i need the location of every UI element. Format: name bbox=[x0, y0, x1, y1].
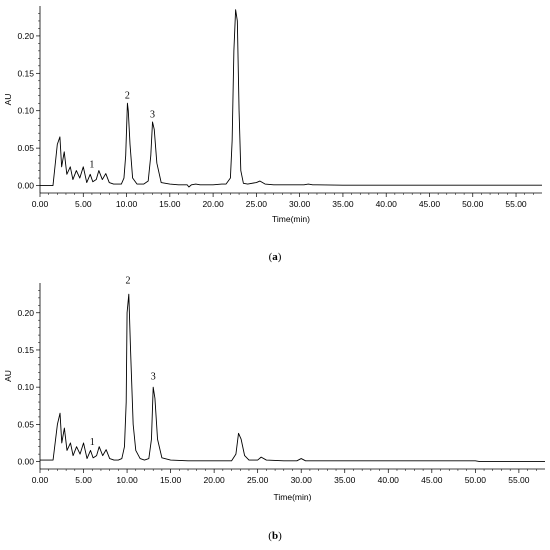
y-tick-label: 0.20 bbox=[17, 308, 34, 318]
panel-label-open: ( bbox=[268, 530, 272, 542]
y-tick-label: 0.10 bbox=[17, 382, 34, 392]
peak-label: 1 bbox=[89, 160, 94, 171]
panel-label: (b) bbox=[268, 530, 282, 542]
y-tick-label: 0.05 bbox=[17, 419, 34, 429]
panel-label-letter: b bbox=[272, 530, 278, 542]
x-tick-label: 30.00 bbox=[289, 199, 311, 209]
y-tick-label: 0.10 bbox=[17, 106, 34, 116]
y-axis-title: AU bbox=[3, 370, 13, 382]
x-tick-label: 40.00 bbox=[376, 199, 398, 209]
y-axis-title: AU bbox=[3, 94, 13, 106]
peak-label: 3 bbox=[151, 372, 156, 383]
x-tick-label: 40.00 bbox=[378, 475, 400, 485]
x-tick-label: 45.00 bbox=[419, 199, 441, 209]
series-line bbox=[40, 293, 545, 463]
x-tick-label: 15.00 bbox=[159, 199, 181, 209]
panel-label-close: ) bbox=[278, 251, 282, 263]
x-tick-label: 35.00 bbox=[332, 199, 354, 209]
y-tick-label: 0.20 bbox=[17, 31, 34, 41]
x-tick-label: 50.00 bbox=[465, 475, 487, 485]
peak-label: 3 bbox=[150, 109, 155, 120]
x-tick-label: 0.00 bbox=[32, 475, 49, 485]
x-axis-title: Time(min) bbox=[272, 214, 310, 224]
y-tick-label: 0.00 bbox=[17, 181, 34, 191]
x-tick-label: 25.00 bbox=[247, 475, 269, 485]
x-tick-label: 5.00 bbox=[75, 199, 92, 209]
y-tick-label: 0.15 bbox=[17, 68, 34, 78]
x-axis-title: Time(min) bbox=[274, 492, 312, 502]
panel-b: 0.00 5.00 10.00 15.00 20.00 25.00 30.00 35.00 40… bbox=[3, 276, 545, 542]
x-tick-label: 20.00 bbox=[202, 199, 224, 209]
x-tick-label: 5.00 bbox=[75, 475, 92, 485]
x-tick-label: 20.00 bbox=[203, 475, 225, 485]
x-tick-label: 35.00 bbox=[334, 475, 356, 485]
series-line bbox=[40, 9, 542, 188]
panel-label-open: ( bbox=[269, 251, 273, 263]
x-tick-label: 0.00 bbox=[32, 199, 49, 209]
panel-a: 0.00 5.00 10.00 15.00 20.00 25.00 30.00 35.00 40… bbox=[3, 6, 542, 263]
x-tick-label: 10.00 bbox=[116, 475, 138, 485]
x-tick-label: 55.00 bbox=[505, 199, 527, 209]
x-tick-label: 50.00 bbox=[462, 199, 484, 209]
x-tick-label: 45.00 bbox=[421, 475, 443, 485]
peak-label: 1 bbox=[90, 437, 95, 448]
x-tick-label: 55.00 bbox=[508, 475, 530, 485]
x-tick-label: 25.00 bbox=[246, 199, 268, 209]
peak-label: 2 bbox=[125, 91, 130, 102]
x-tick-label: 30.00 bbox=[291, 475, 313, 485]
y-tick-label: 0.05 bbox=[17, 143, 34, 153]
panel-label-letter: a bbox=[272, 251, 278, 263]
panel-label-close: ) bbox=[278, 530, 282, 542]
panel-label: (a) bbox=[269, 251, 282, 263]
peak-label: 2 bbox=[125, 276, 130, 287]
x-tick-label: 15.00 bbox=[160, 475, 182, 485]
y-tick-label: 0.00 bbox=[17, 457, 34, 467]
x-tick-label: 10.00 bbox=[116, 199, 138, 209]
y-tick-label: 0.15 bbox=[17, 345, 34, 355]
